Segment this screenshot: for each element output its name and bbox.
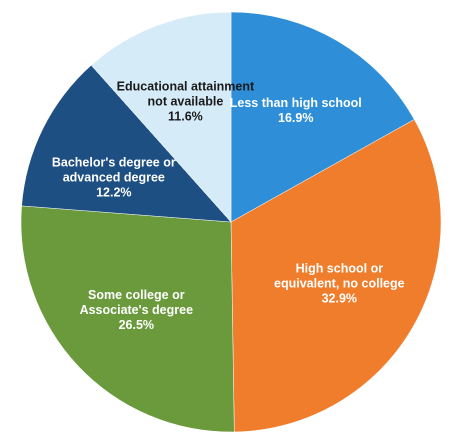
slice-category-label: not available [148,95,224,109]
slice-category-label: Associate's degree [80,303,193,317]
slice-category-label: equivalent, no college [274,277,405,291]
slice-label-3: Bachelor's degree or advanced degree 12.2% [52,156,176,200]
slice-category-label: Educational attainment [117,80,255,94]
pie-slice-4 [90,11,232,223]
pie-labels: Less than high school 16.9% High school or… [52,80,405,333]
pie-slice-2 [20,205,235,433]
slice-value-label: 32.9% [322,292,357,306]
slice-category-label: advanced degree [63,171,165,185]
slice-label-4: Educational attainment not available 11.6% [117,80,255,124]
slice-label-2: Some college or Associate's degree 26.5% [80,288,193,332]
slice-category-label: Less than high school [230,96,362,110]
slice-category-label: Bachelor's degree or [52,156,176,170]
slice-value-label: 12.2% [96,186,131,200]
pie-slice-0 [230,11,415,223]
slice-value-label: 26.5% [119,318,154,332]
pie-slice-1 [230,119,442,433]
slice-label-1: High school or equivalent, no college 32.9… [274,262,405,306]
slice-value-label: 11.6% [168,110,203,124]
slice-category-label: Some college or [88,288,185,302]
pie-slice-3 [21,64,232,223]
slice-value-label: 16.9% [278,111,313,125]
pie-slices [20,11,442,433]
slice-label-0: Less than high school 16.9% [230,96,362,125]
slice-category-label: High school or [296,262,384,276]
